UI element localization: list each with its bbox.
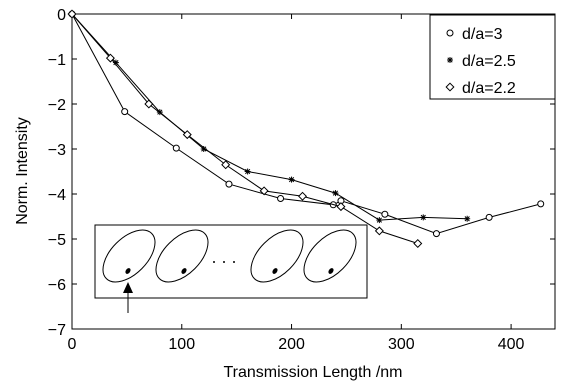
x-tick-label: 400 [498, 336, 525, 353]
inset-ellipse-1 [102, 229, 156, 283]
data-point [376, 217, 383, 224]
x-tick-label: 200 [278, 336, 305, 353]
legend-item-2: d/a=2.5 [447, 53, 516, 70]
data-point [121, 108, 129, 116]
y-tick-label: −5 [48, 232, 66, 249]
data-point [464, 215, 471, 222]
legend-label: d/a=2.2 [462, 80, 516, 97]
y-tick-label: −1 [48, 52, 66, 69]
data-point [432, 230, 440, 238]
data-point [485, 213, 493, 221]
data-point [277, 195, 285, 202]
data-point [225, 180, 233, 188]
inset-ellipse-4 [303, 229, 357, 283]
legend-label: d/a=2.5 [462, 53, 516, 70]
data-point [172, 144, 180, 152]
plot-frame [71, 13, 556, 330]
inset-arrow [123, 282, 133, 313]
legend-marker [447, 57, 453, 63]
data-point [298, 191, 308, 201]
legend-frame [429, 14, 556, 100]
data-point [537, 200, 545, 208]
axis-ticks: 0 100 200 300 400 0 −1 −2 −3 −4 −5 −6 −7 [48, 7, 555, 353]
data-point [332, 190, 339, 197]
y-tick-label: −7 [48, 322, 66, 339]
inset-ellipse-3 [250, 229, 304, 283]
legend-marker [446, 29, 454, 37]
y-tick-label: −2 [48, 97, 66, 114]
inset-ellipse-2 [155, 229, 209, 283]
y-tick-label: −6 [48, 277, 66, 294]
data-point [221, 160, 231, 170]
data-point [182, 130, 192, 140]
inset-frame [94, 224, 368, 299]
series-3 [67, 9, 423, 249]
data-point [374, 226, 384, 236]
legend-label: d/a=3 [462, 26, 503, 43]
y-tick-label: 0 [57, 7, 66, 24]
data-point [67, 9, 77, 19]
legend-marker [445, 82, 455, 92]
data-point [413, 238, 423, 249]
x-tick-label: 300 [388, 336, 415, 353]
legend-item-1: d/a=3 [446, 26, 503, 43]
series-line [71, 13, 468, 221]
y-axis-label: Norm. Intensity [14, 117, 31, 225]
y-tick-label: −4 [48, 187, 66, 204]
data-point [420, 214, 427, 221]
data-point [381, 210, 389, 218]
x-tick-label: 100 [168, 336, 195, 353]
y-tick-label: −3 [48, 142, 66, 159]
data-point [105, 53, 115, 63]
data-point [336, 202, 346, 212]
x-axis-label: Transmission Length /nm [223, 364, 402, 381]
x-tick-label: 0 [68, 336, 77, 353]
data-point [144, 99, 154, 109]
legend-item-3: d/a=2.2 [445, 80, 516, 97]
series-layer [67, 9, 545, 249]
inset-ellipsis-dots [213, 261, 235, 263]
data-point [259, 186, 269, 196]
legend: d/a=3 d/a=2.5 d/a=2.2 [429, 14, 556, 100]
data-point [288, 176, 295, 183]
series-line [71, 13, 418, 244]
data-point [244, 168, 251, 175]
inset-schematic [94, 224, 368, 313]
